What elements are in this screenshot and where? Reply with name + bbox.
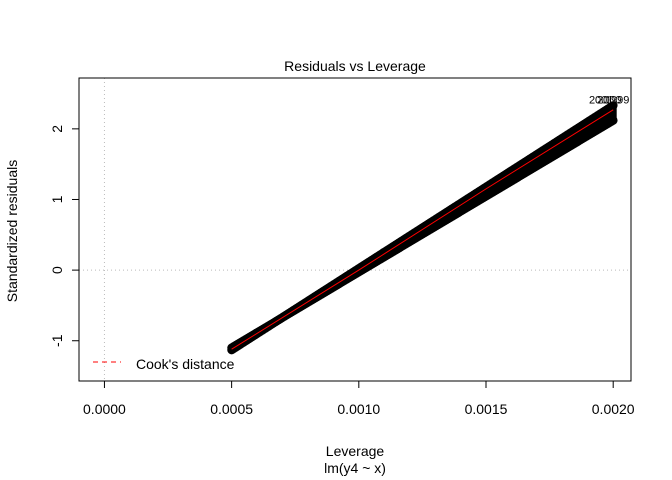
point-band <box>228 102 617 354</box>
y-axis: -1 0 1 2 <box>49 125 80 347</box>
x-tick-label: 0.0010 <box>337 401 380 417</box>
x-tick-label: 0.0005 <box>210 401 253 417</box>
point-label: 2000 <box>597 95 621 107</box>
reference-lines <box>79 78 631 381</box>
x-axis-label: Leverage <box>326 443 385 459</box>
x-tick-label: 0.0020 <box>592 401 635 417</box>
smooth-line <box>231 109 614 350</box>
y-tick-label: 0 <box>49 266 65 274</box>
data-marks <box>227 101 618 355</box>
smoother-line <box>231 109 614 350</box>
y-tick-label: 1 <box>49 195 65 203</box>
x-tick-label: 0.0015 <box>465 401 508 417</box>
point-label: 2001 <box>589 95 613 107</box>
legend-cooks-distance-label: Cook's distance <box>136 356 235 372</box>
x-tick-label: 0.0000 <box>83 401 126 417</box>
y-axis-label: Standardized residuals <box>4 160 20 302</box>
x-axis: 0.0000 0.0005 0.0010 0.0015 0.0020 <box>83 380 635 417</box>
chart-subtitle: lm(y4 ~ x) <box>324 460 386 476</box>
chart-title: Residuals vs Leverage <box>284 58 426 74</box>
legend: Cook's distance <box>93 356 235 372</box>
point-label: 1999 <box>605 95 629 107</box>
y-tick-label: 2 <box>49 125 65 133</box>
plot-frame <box>78 77 632 382</box>
y-tick-label: -1 <box>49 334 65 347</box>
